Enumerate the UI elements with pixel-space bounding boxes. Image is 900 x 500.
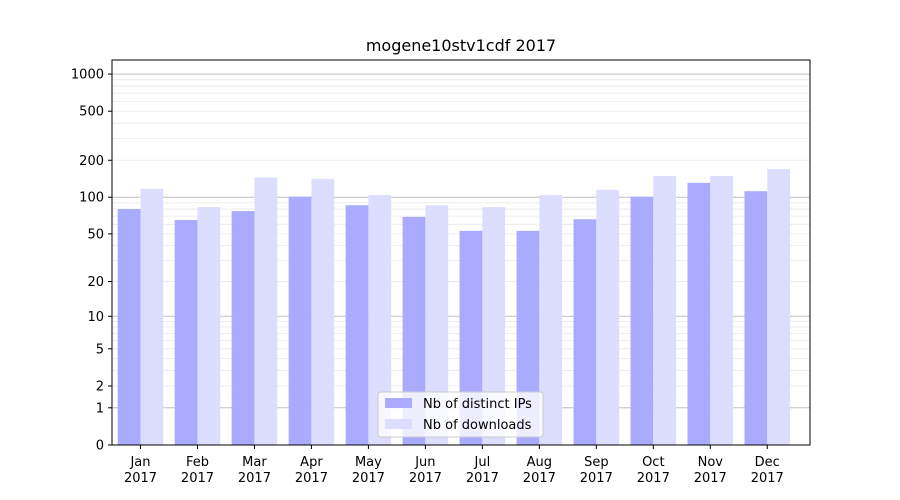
bar-downloads: [767, 168, 791, 445]
bar-distinct-ips: [174, 220, 198, 445]
x-tick-label: 2017: [523, 471, 556, 486]
x-tick-label: Jun: [414, 455, 435, 470]
y-tick-label: 100: [79, 191, 104, 206]
x-tick-label: May: [355, 455, 382, 470]
x-tick-label: Nov: [698, 455, 724, 470]
bar-downloads: [482, 207, 506, 445]
x-tick-label: 2017: [181, 471, 214, 486]
plot-frame: [111, 59, 811, 446]
legend-label-distinct-ips: Nb of distinct IPs: [423, 397, 532, 412]
y-tick-label: 0: [96, 439, 104, 454]
x-tick-label: 2017: [694, 471, 727, 486]
y-tick-label: 2: [96, 380, 104, 395]
x-tick-label: Apr: [300, 455, 323, 470]
bar-distinct-ips: [231, 211, 255, 445]
bar-downloads: [140, 188, 164, 445]
x-tick-label: 2017: [238, 471, 271, 486]
bars: [117, 168, 791, 445]
x-tick-label: Sep: [584, 455, 609, 470]
x-tick-label: 2017: [637, 471, 670, 486]
bar-downloads: [425, 205, 449, 445]
x-tick-label: 2017: [580, 471, 613, 486]
y-tick-label: 1: [96, 401, 104, 416]
bar-distinct-ips: [744, 191, 768, 445]
y-tick-label: 1000: [71, 68, 104, 83]
y-tick-label: 10: [87, 310, 104, 325]
bar-downloads: [539, 195, 563, 445]
legend-label-downloads: Nb of downloads: [423, 418, 532, 433]
x-tick-label: Dec: [755, 455, 780, 470]
x-tick-label: 2017: [409, 471, 442, 486]
bar-distinct-ips: [288, 196, 312, 445]
legend-box: [377, 391, 544, 438]
x-tick-label: Jul: [474, 455, 491, 470]
legend: Nb of distinct IPs Nb of downloads: [377, 391, 544, 438]
bar-distinct-ips: [402, 216, 426, 445]
x-tick-label: Jan: [129, 455, 150, 470]
x-tick-label: Aug: [527, 455, 552, 470]
legend-swatch-downloads: [385, 419, 412, 429]
bar-distinct-ips: [117, 209, 141, 445]
bar-distinct-ips: [687, 182, 711, 445]
x-tick-label: Oct: [642, 455, 664, 470]
y-tick-label: 500: [79, 105, 104, 120]
x-tick-label: Feb: [186, 455, 209, 470]
bar-downloads: [197, 207, 221, 445]
bar-distinct-ips: [345, 205, 369, 445]
y-axis: 0 1 2 5 10 20 50 100 200 500 1000: [71, 68, 112, 454]
bar-downloads: [368, 195, 392, 445]
bar-distinct-ips: [459, 230, 483, 445]
x-tick-label: 2017: [751, 471, 784, 486]
x-tick-label: 2017: [295, 471, 328, 486]
chart-title: mogene10stv1cdf 2017: [366, 36, 556, 55]
bar-distinct-ips: [573, 219, 597, 445]
x-tick-label: 2017: [466, 471, 499, 486]
bar-downloads: [311, 178, 335, 445]
y-tick-label: 5: [96, 342, 104, 357]
bar-distinct-ips: [516, 230, 540, 445]
x-tick-label: 2017: [352, 471, 385, 486]
bar-downloads: [653, 175, 677, 445]
bar-downloads: [596, 189, 620, 445]
x-tick-label: Mar: [242, 455, 267, 470]
bar-downloads: [254, 177, 278, 445]
y-tick-label: 50: [87, 227, 104, 242]
y-tick-label: 20: [87, 275, 104, 290]
x-axis: Jan2017Feb2017Mar2017Apr2017May2017Jun20…: [124, 445, 784, 486]
legend-swatch-distinct-ips: [385, 398, 412, 408]
bar-distinct-ips: [630, 196, 654, 445]
bar-downloads: [710, 175, 734, 445]
y-tick-label: 200: [79, 154, 104, 169]
x-tick-label: 2017: [124, 471, 157, 486]
